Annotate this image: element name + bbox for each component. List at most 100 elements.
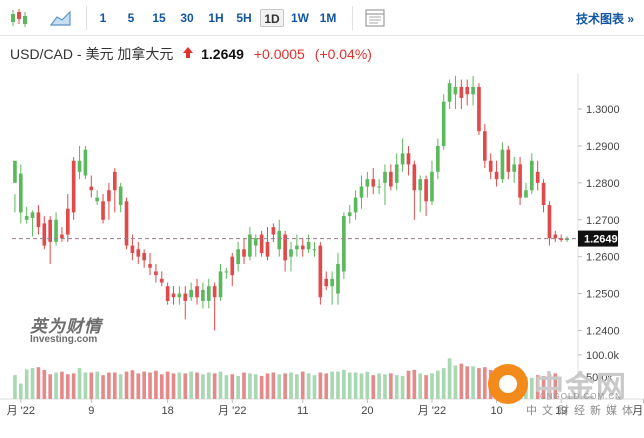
volume-bar [24,369,29,399]
candle-body [259,234,264,253]
volume-bar [230,374,235,399]
volume-bar [389,373,393,399]
candle-body [424,179,428,202]
candle-body [430,171,434,202]
candle-body [24,216,29,220]
last-price-tag-label: 1.2649 [584,234,618,246]
candle-body [48,219,52,242]
volume-bar [54,372,58,399]
candle-body [77,160,82,172]
timeframe-5[interactable]: 5 [127,11,135,25]
volume-bar [206,372,211,399]
timeframe-5h[interactable]: 5H [236,11,252,25]
candle-body [389,171,393,187]
candle-body [418,179,423,191]
time-tick-label: 月 '22 [218,405,246,417]
volume-bar [154,370,158,399]
time-tick-label: 19 [555,405,567,417]
volume-bar [342,369,346,399]
candle-body [524,190,528,198]
candle-body [107,190,111,202]
candle-body [347,212,352,217]
candle-body [453,86,458,95]
price-tick-label: 1.3000 [586,104,620,116]
chart-settings-icon[interactable] [364,8,386,28]
candle-body [312,249,317,251]
candle-body [42,223,47,246]
candle-body [18,173,23,213]
volume-bar [183,373,188,399]
volume-bar [400,376,405,399]
candle-body [447,83,452,102]
time-tick-label: 10 [490,405,502,417]
volume-bar [277,374,282,399]
timeframe-1d[interactable]: 1D [260,9,284,27]
candle-body [394,164,399,183]
candle-body [371,179,376,187]
timeframe-1m[interactable]: 1M [319,11,337,25]
volume-bar [218,371,223,399]
volume-bar [377,373,381,399]
candle-body [265,241,270,257]
candle-body [295,245,299,250]
timeframe-30[interactable]: 30 [180,11,194,25]
volume-bar [42,369,47,399]
candle-body [83,149,88,176]
candle-body [118,186,123,205]
volume-bar [271,372,276,399]
volume-bar [95,371,99,399]
volume-bar [424,375,428,399]
candle-body [218,271,223,298]
candle-body [242,249,246,257]
area-chart-icon[interactable] [49,8,72,28]
candle-body [400,153,405,165]
volume-bar [406,370,411,399]
cngold-watermark: 中金网 CNGOLD.COM.CN 中文财经新媒体 [488,362,638,422]
candle-body [518,164,522,198]
volume-bar [18,383,23,399]
timeframe-1h[interactable]: 1H [208,11,224,25]
candlestick-chart-icon[interactable] [8,8,30,28]
volume-bar [171,373,176,399]
volume-bar [553,373,558,399]
price-axis: 1.3000 1.2900 1.2800 1.2700 1.2600 1.2500 1.24… [578,104,620,337]
candle-body [412,164,417,191]
candle-body [142,252,146,261]
candlestick-chart[interactable]: 100.0k 50.0k 1.3000 1.2900 1.2800 1.2700 1.26… [0,74,644,436]
chart-toolbar: 1 5 15 30 1H 5H 1D 1W 1M 技术图表 » [0,0,644,36]
time-tick-label: 9 [88,405,94,417]
time-tick-label: 11 [297,405,308,417]
candle-body [159,278,164,283]
volume-layer: 100.0k 50.0k [0,350,644,400]
volume-bar [71,373,76,399]
candle-body [377,186,381,188]
tech-chart-link[interactable]: 技术图表 » [575,12,634,26]
candle-body [494,171,499,180]
timeframe-1w[interactable]: 1W [291,11,309,25]
candle-body [195,286,199,298]
volume-bar [195,372,199,399]
volume-bar [359,373,364,399]
price-tick-label: 1.2600 [586,252,620,264]
price-tick-label: 1.2800 [586,178,620,190]
volume-bar [101,375,105,399]
timeframe-15[interactable]: 15 [152,11,166,25]
volume-bar [283,373,287,399]
quote-header: USD/CAD - 美元 加拿大元 1.2649 +0.0005 (+0.04%… [10,44,372,66]
candle-body [148,264,152,268]
candle-body [248,234,252,257]
candle-body [436,145,440,172]
volume-bar [259,376,264,399]
timeframe-1[interactable]: 1 [99,11,107,25]
instrument-name: USD/CAD - 美元 加拿大元 [10,46,174,62]
candle-body [565,238,569,241]
volume-bar [136,373,141,399]
candle-body [336,264,340,294]
volume-bar [324,373,329,399]
volume-bar [300,371,305,399]
volume-bar [248,373,252,399]
candle-body [506,149,511,172]
volume-bar [177,372,182,399]
volume-bar [148,372,152,399]
candle-body [459,86,464,98]
